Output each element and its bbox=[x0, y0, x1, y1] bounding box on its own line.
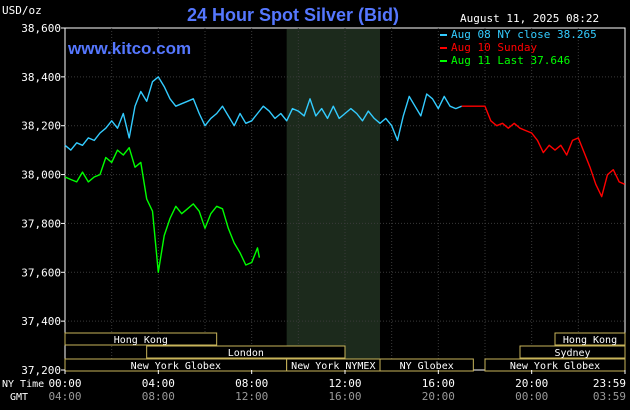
x-tick-label-ny: 12:00 bbox=[328, 377, 361, 390]
series-line bbox=[64, 76, 462, 151]
x-axis-ticks: 00:0004:0004:0008:0008:0012:0012:0016:00… bbox=[48, 370, 626, 403]
x-axis-label-ny: NY Time bbox=[2, 379, 44, 390]
y-tick-label: 37,400 bbox=[21, 315, 61, 328]
x-tick-label-gmt: 00:00 bbox=[515, 390, 548, 403]
session-bar bbox=[519, 345, 626, 359]
x-tick-label-gmt: 04:00 bbox=[48, 390, 81, 403]
session-label: New York NYMEX bbox=[291, 361, 375, 372]
session-bar bbox=[484, 358, 626, 372]
y-tick-label: 38,400 bbox=[21, 71, 61, 84]
y-tick-label: 37,800 bbox=[21, 217, 61, 230]
timestamp: August 11, 2025 08:22 bbox=[460, 12, 599, 25]
source-watermark: www.kitco.com bbox=[67, 39, 191, 58]
session-label: London bbox=[228, 348, 264, 359]
x-tick-label-ny: 08:00 bbox=[235, 377, 268, 390]
y-tick-label: 38,000 bbox=[21, 169, 61, 182]
x-tick-label-gmt: 03:59 bbox=[593, 390, 626, 403]
session-bar bbox=[64, 332, 218, 346]
x-tick-label-ny: 20:00 bbox=[515, 377, 548, 390]
series-lines bbox=[64, 76, 626, 273]
nymex-session-shade bbox=[286, 29, 380, 369]
x-tick-label-ny: 16:00 bbox=[422, 377, 455, 390]
session-bars: Hong Kong London New York Globex New York N… bbox=[64, 332, 626, 372]
x-tick-label-gmt: 20:00 bbox=[422, 390, 455, 403]
session-label: NY Globex bbox=[400, 361, 454, 372]
y-tick-label: 37,600 bbox=[21, 266, 61, 279]
session-label: Hong Kong bbox=[563, 335, 617, 346]
session-bar bbox=[379, 358, 474, 372]
session-label: New York Globex bbox=[131, 361, 221, 372]
x-tick-label-ny: 00:00 bbox=[48, 377, 81, 390]
session-label: Hong Kong bbox=[114, 335, 168, 346]
chart-title: 24 Hour Spot Silver (Bid) bbox=[187, 5, 399, 25]
y-tick-label: 38,600 bbox=[21, 22, 61, 35]
legend-label: Aug 11 Last 37.646 bbox=[451, 54, 570, 67]
y-axis-ticks: 38,600 38,400 38,200 38,000 37,800 37,600 37,4… bbox=[21, 22, 65, 377]
x-tick-label-gmt: 08:00 bbox=[142, 390, 175, 403]
y-unit-label: USD/oz bbox=[2, 4, 42, 17]
legend-label: Aug 08 NY close 38.265 bbox=[451, 28, 597, 41]
session-bar bbox=[146, 345, 346, 359]
y-tick-label: 37,200 bbox=[21, 364, 61, 377]
x-tick-label-gmt: 16:00 bbox=[328, 390, 361, 403]
session-label: New York Globex bbox=[510, 361, 600, 372]
session-label: Sydney bbox=[554, 348, 590, 359]
x-tick-label-ny: 04:00 bbox=[142, 377, 175, 390]
series-line bbox=[64, 146, 261, 273]
series-line bbox=[461, 105, 626, 198]
x-axis-label-gmt: GMT bbox=[10, 392, 28, 403]
legend-label: Aug 10 Sunday bbox=[451, 41, 537, 54]
x-tick-label-gmt: 12:00 bbox=[235, 390, 268, 403]
session-bar bbox=[554, 332, 626, 346]
y-tick-label: 38,200 bbox=[21, 120, 61, 133]
x-tick-label-ny: 23:59 bbox=[593, 377, 626, 390]
